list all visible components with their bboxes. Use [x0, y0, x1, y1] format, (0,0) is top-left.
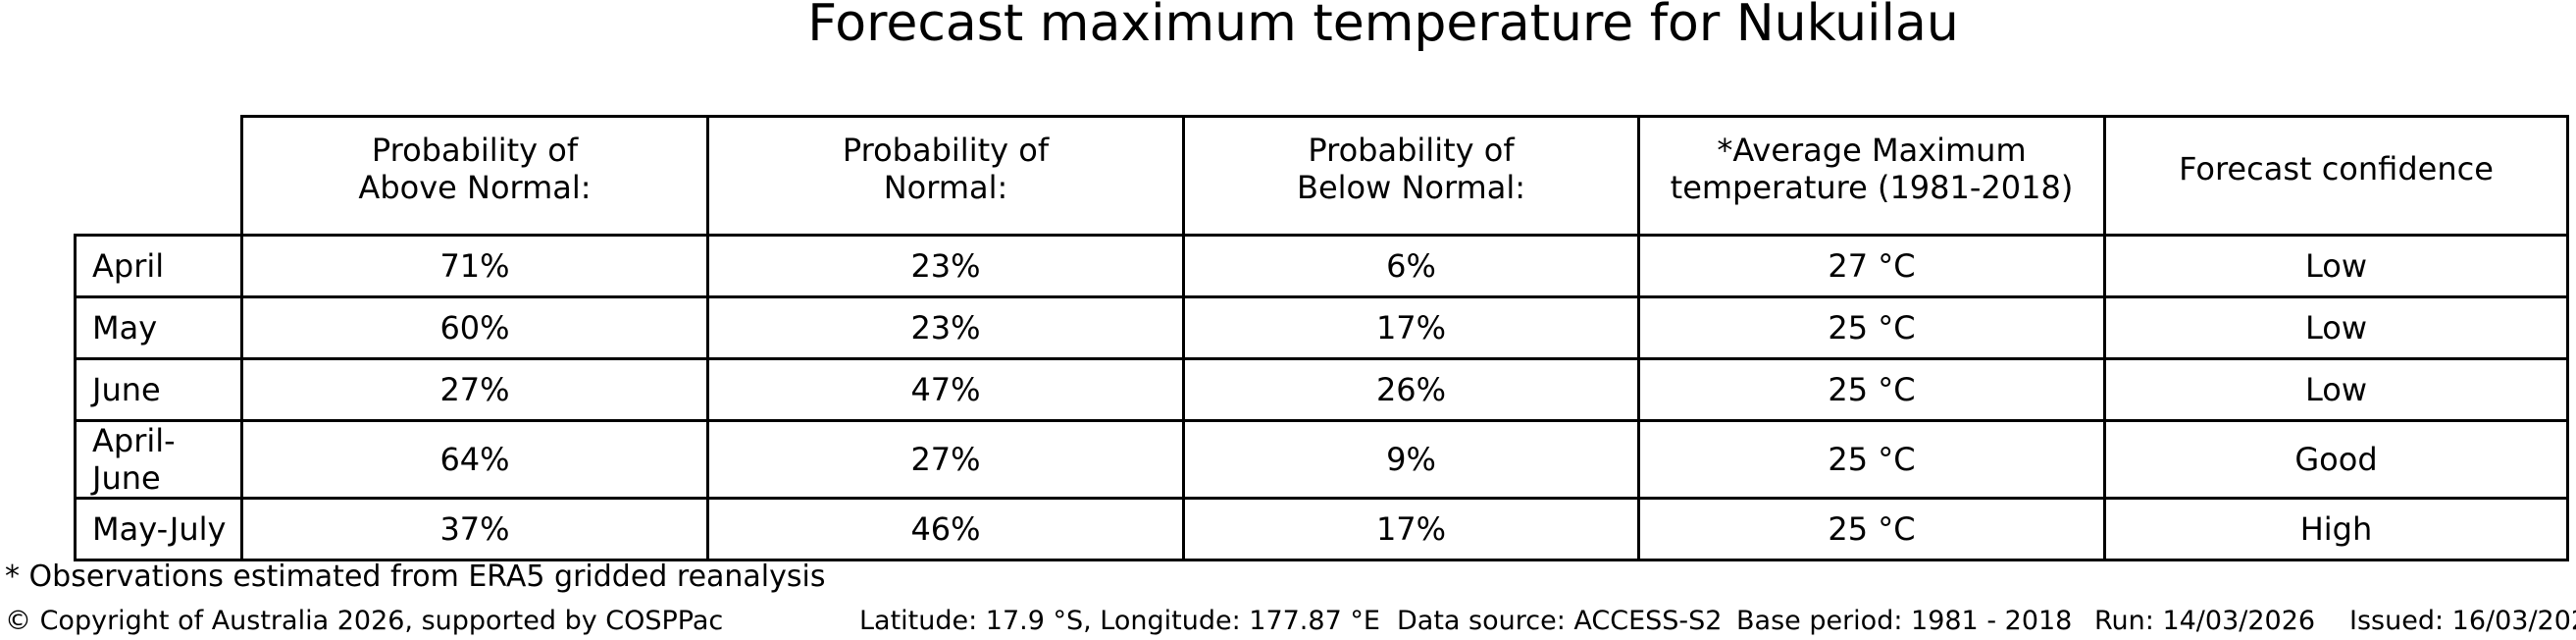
row-label: April-June [74, 419, 243, 500]
cell-normal: 47% [706, 357, 1185, 422]
base-period-text: Base period: 1981 - 2018 [1736, 606, 2073, 636]
row-label: May-July [74, 497, 243, 561]
cell-normal: 27% [706, 419, 1185, 500]
cell-below-normal: 26% [1182, 357, 1640, 422]
cell-below-normal: 9% [1182, 419, 1640, 500]
cell-avg-temp: 25 °C [1637, 497, 2106, 561]
cell-above-normal: 37% [240, 497, 709, 561]
table-row-may-july: May-July 37% 46% 17% 25 °C High [74, 497, 2569, 561]
run-date-text: Run: 14/03/2026 [2094, 606, 2316, 636]
data-source-text: Data source: ACCESS-S2 [1397, 606, 1723, 636]
table-row-june: June 27% 47% 26% 25 °C Low [74, 357, 2569, 422]
column-header-above-normal: Probability of Above Normal: [240, 115, 709, 237]
cell-below-normal: 17% [1182, 497, 1640, 561]
table-row-may: May 60% 23% 17% 25 °C Low [74, 295, 2569, 360]
column-header-normal: Probability of Normal: [706, 115, 1185, 237]
location-text: Latitude: 17.9 °S, Longitude: 177.87 °E [859, 606, 1380, 636]
cell-avg-temp: 27 °C [1637, 234, 2106, 298]
table-row-april: April 71% 23% 6% 27 °C Low [74, 234, 2569, 298]
cell-above-normal: 60% [240, 295, 709, 360]
cell-normal: 23% [706, 234, 1185, 298]
cell-avg-temp: 25 °C [1637, 357, 2106, 422]
cell-avg-temp: 25 °C [1637, 295, 2106, 360]
cell-above-normal: 71% [240, 234, 709, 298]
cell-confidence: Low [2103, 234, 2569, 298]
column-header-avg-temp: *Average Maximum temperature (1981-2018) [1637, 115, 2106, 237]
row-label: April [74, 234, 243, 298]
cell-normal: 23% [706, 295, 1185, 360]
cell-confidence: High [2103, 497, 2569, 561]
cell-confidence: Low [2103, 295, 2569, 360]
cell-confidence: Good [2103, 419, 2569, 500]
page-title: Forecast maximum temperature for Nukuila… [807, 0, 1959, 53]
row-label: June [74, 357, 243, 422]
cell-above-normal: 27% [240, 357, 709, 422]
issued-date-text: Issued: 16/03/2026 [2349, 606, 2576, 636]
row-label: May [74, 295, 243, 360]
copyright-text: © Copyright of Australia 2026, supported… [5, 606, 724, 636]
cell-below-normal: 6% [1182, 234, 1640, 298]
forecast-table: Probability of Above Normal: Probability… [74, 115, 2569, 561]
cell-confidence: Low [2103, 357, 2569, 422]
observations-footnote: * Observations estimated from ERA5 gridd… [5, 560, 826, 594]
column-header-below-normal: Probability of Below Normal: [1182, 115, 1640, 237]
cell-avg-temp: 25 °C [1637, 419, 2106, 500]
cell-below-normal: 17% [1182, 295, 1640, 360]
cell-above-normal: 64% [240, 419, 709, 500]
table-row-april-june: April-June 64% 27% 9% 25 °C Good [74, 419, 2569, 500]
column-header-confidence: Forecast confidence [2103, 115, 2569, 237]
table-header-row: Probability of Above Normal: Probability… [76, 115, 2569, 237]
cell-normal: 46% [706, 497, 1185, 561]
corner-cell [76, 117, 242, 236]
